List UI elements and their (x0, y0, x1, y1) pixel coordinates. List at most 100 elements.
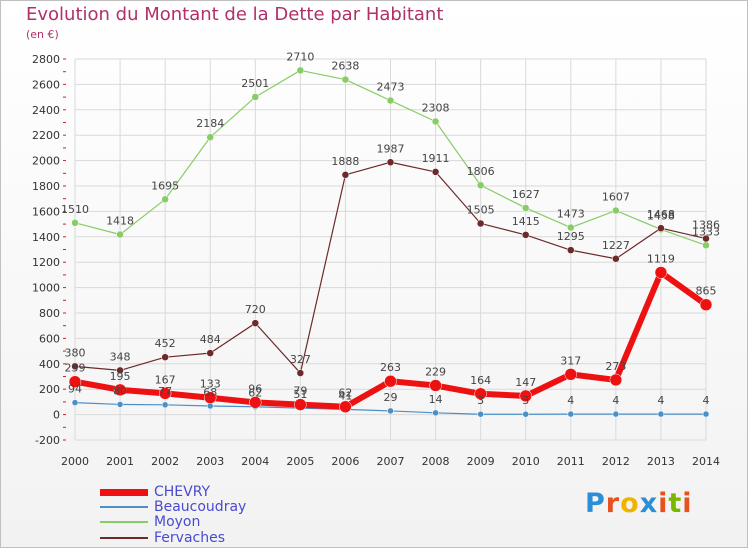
data-label-moyon: 1418 (106, 215, 134, 228)
data-label-moyon: 2184 (196, 117, 224, 130)
y-tick-label: 2200 (32, 129, 60, 142)
data-point-chevry (699, 298, 713, 311)
data-label-fervaches: 1987 (377, 142, 405, 155)
y-tick-label: 400 (39, 358, 60, 371)
data-point-beaucoudray (567, 410, 575, 418)
data-label-moyon: 1473 (557, 208, 585, 221)
x-tick-label: 2014 (692, 455, 720, 468)
data-label-fervaches: 327 (290, 353, 311, 366)
data-point-chevry (384, 374, 397, 388)
data-point-chevry (68, 375, 82, 388)
data-label-fervaches: 1415 (512, 215, 540, 228)
data-label-fervaches: 484 (200, 333, 221, 346)
data-label-beaucoudray: 4 (612, 394, 619, 407)
axes: -200 0 200 400 600 800 1000 1200 1400 1600 1800 200… (32, 53, 720, 468)
data-point-fervaches (521, 231, 530, 239)
data-label-fervaches: 1911 (422, 152, 450, 165)
data-label-moyon: 1510 (61, 203, 89, 216)
data-point-fervaches (476, 219, 485, 228)
y-tick-label: 600 (39, 332, 60, 345)
data-label-beaucoudray: 68 (203, 386, 217, 399)
data-label-beaucoudray: 3 (477, 394, 484, 407)
data-point-fervaches (612, 255, 620, 263)
y-tick-label: 2000 (32, 155, 60, 168)
x-tick-label: 2000 (61, 455, 89, 468)
y-tick-label: 2600 (32, 78, 60, 91)
data-point-moyon (431, 117, 440, 126)
data-label-moyon: 1695 (151, 179, 179, 192)
legend-item-fervaches: Fervaches (100, 530, 225, 546)
data-point-moyon (161, 195, 169, 204)
x-tick-label: 2009 (467, 455, 495, 468)
data-label-chevry: 263 (380, 361, 401, 374)
legend-swatch-chevry (100, 488, 148, 496)
data-point-chevry (609, 373, 623, 387)
data-label-fervaches: 720 (245, 303, 266, 316)
chart-title: Evolution du Montant de la Dette par Hab… (26, 4, 444, 25)
legend-label-chevry: CHEVRY (154, 484, 211, 500)
data-point-moyon (71, 219, 79, 227)
data-point-moyon (386, 96, 395, 105)
x-tick-label: 2005 (286, 455, 314, 468)
x-tick-label: 2012 (602, 455, 630, 468)
legend-label-moyon: Moyon (154, 514, 201, 530)
data-point-chevry (564, 368, 578, 381)
data-label-moyon: 2473 (377, 81, 405, 94)
x-tick-label: 2002 (151, 455, 179, 468)
data-label-beaucoudray: 51 (293, 388, 307, 401)
y-tick-label: 0 (53, 409, 60, 422)
data-point-fervaches (702, 234, 710, 243)
data-point-moyon (702, 241, 710, 250)
data-point-chevry (113, 383, 127, 397)
y-tick-label: 1600 (32, 205, 60, 218)
data-point-beaucoudray (116, 401, 124, 408)
data-label-fervaches: 1295 (557, 230, 585, 243)
data-label-chevry: 164 (470, 374, 491, 387)
data-labels: 94 80 77 68 62 51 41 29 14 3 3 4 4 4 4 1510 1418 1695 2184… (61, 50, 720, 407)
data-label-moyon: 2710 (286, 50, 314, 63)
logo-letter: i (682, 488, 693, 519)
data-label-chevry: 229 (425, 366, 446, 379)
data-point-chevry (249, 396, 262, 409)
y-tick-label: 1400 (32, 231, 60, 244)
y-tick-label: 1200 (32, 256, 60, 269)
data-label-moyon: 2308 (422, 101, 450, 114)
data-point-fervaches (161, 353, 169, 361)
y-tick-label: 1000 (32, 282, 60, 295)
data-point-beaucoudray (702, 410, 710, 418)
y-tick-label: -200 (35, 434, 60, 447)
data-point-moyon (296, 66, 305, 75)
data-label-fervaches: 380 (65, 346, 86, 359)
data-label-moyon: 1806 (467, 165, 495, 178)
logo-letter: P (585, 488, 606, 519)
legend-swatch-moyon (100, 521, 148, 523)
data-label-beaucoudray: 4 (703, 394, 710, 407)
proxiti-logo: Proxiti (585, 488, 693, 519)
x-tick-label: 2004 (241, 455, 269, 468)
data-point-moyon (251, 93, 260, 101)
y-tick-label: 2800 (32, 53, 60, 66)
data-label-chevry: 167 (155, 373, 176, 386)
data-label-fervaches: 1468 (647, 208, 675, 221)
data-label-moyon: 1458 (647, 209, 675, 222)
logo-letter: r (605, 488, 621, 519)
data-label-moyon: 2501 (241, 77, 269, 90)
data-label-chevry: 259 (65, 362, 86, 375)
data-label-fervaches: 452 (155, 337, 176, 350)
data-label-moyon: 1333 (692, 225, 720, 238)
data-point-fervaches (251, 319, 260, 327)
data-point-beaucoudray (71, 399, 79, 406)
data-point-fervaches (206, 349, 214, 357)
data-label-fervaches: 1227 (602, 239, 630, 252)
data-point-chevry (339, 400, 352, 413)
data-label-beaucoudray: 77 (158, 385, 172, 398)
x-tick-label: 2007 (377, 455, 405, 468)
data-point-chevry (203, 391, 217, 404)
legend-item-beaucoudray: Beaucoudray (100, 499, 246, 515)
data-label-fervaches: 348 (110, 350, 131, 363)
logo-letter: o (620, 488, 640, 519)
logo-letter: i (658, 488, 669, 519)
data-label-chevry: 62 (338, 387, 352, 400)
data-label-chevry: 96 (248, 382, 262, 395)
